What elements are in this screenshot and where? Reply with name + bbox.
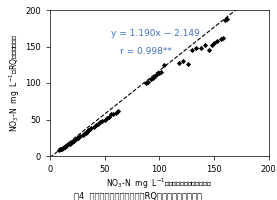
Point	[61, 146, 65, 150]
Text: y = 1.190x − 2.149: y = 1.190x − 2.149	[111, 29, 200, 38]
Point	[84, 131, 88, 134]
Point	[62, 146, 66, 149]
Point	[155, 73, 159, 76]
Point	[83, 132, 87, 135]
Point	[94, 124, 98, 127]
Point	[146, 80, 151, 83]
Point	[159, 70, 164, 74]
Point	[77, 135, 82, 139]
Point	[206, 49, 211, 52]
Point	[74, 138, 78, 141]
Point	[210, 43, 214, 47]
Point	[91, 125, 96, 128]
Point	[59, 147, 63, 150]
Point	[107, 115, 111, 118]
Point	[223, 19, 227, 22]
Point	[75, 137, 79, 140]
Point	[177, 61, 181, 64]
Text: r = 0.998**: r = 0.998**	[120, 47, 172, 56]
Point	[194, 46, 199, 50]
Point	[157, 71, 161, 74]
Point	[104, 116, 109, 120]
Point	[218, 38, 223, 41]
Point	[70, 141, 74, 144]
Point	[66, 143, 71, 146]
Point	[86, 129, 90, 132]
Point	[100, 119, 105, 123]
Point	[150, 76, 155, 79]
Point	[68, 141, 73, 144]
Point	[109, 113, 113, 116]
Point	[203, 43, 207, 47]
Point	[63, 145, 67, 148]
Point	[190, 49, 194, 52]
Point	[89, 127, 94, 130]
Point	[220, 36, 225, 39]
Point	[87, 128, 91, 131]
Point	[57, 149, 61, 152]
Point	[113, 111, 118, 115]
Point	[76, 136, 81, 139]
Point	[81, 133, 86, 136]
Point	[153, 74, 157, 77]
Point	[102, 118, 107, 121]
Point	[67, 142, 72, 145]
Y-axis label: NO$_3$-N  mg  L$^{-1}$（RQフレックス）: NO$_3$-N mg L$^{-1}$（RQフレックス）	[8, 34, 22, 132]
Point	[161, 64, 166, 67]
Point	[111, 112, 116, 115]
X-axis label: NO$_3$-N  mg  L$^{-1}$（オートアナライザー法）: NO$_3$-N mg L$^{-1}$（オートアナライザー法）	[106, 177, 212, 191]
Point	[60, 147, 64, 150]
Point	[72, 139, 76, 142]
Point	[64, 144, 68, 147]
Point	[85, 130, 89, 134]
Point	[96, 122, 100, 125]
Point	[148, 78, 153, 81]
Point	[116, 109, 120, 112]
Text: 図4  オートアナライザー法とRQフレックス法の比較: 図4 オートアナライザー法とRQフレックス法の比較	[75, 191, 202, 200]
Point	[144, 81, 148, 85]
Point	[225, 17, 229, 20]
Point	[65, 143, 70, 147]
Point	[58, 148, 62, 151]
Point	[212, 41, 216, 44]
Point	[80, 133, 85, 136]
Point	[199, 46, 203, 50]
Point	[78, 135, 83, 138]
Point	[98, 121, 102, 124]
Point	[71, 140, 75, 143]
Point	[186, 62, 190, 66]
Point	[215, 40, 219, 43]
Point	[181, 60, 186, 63]
